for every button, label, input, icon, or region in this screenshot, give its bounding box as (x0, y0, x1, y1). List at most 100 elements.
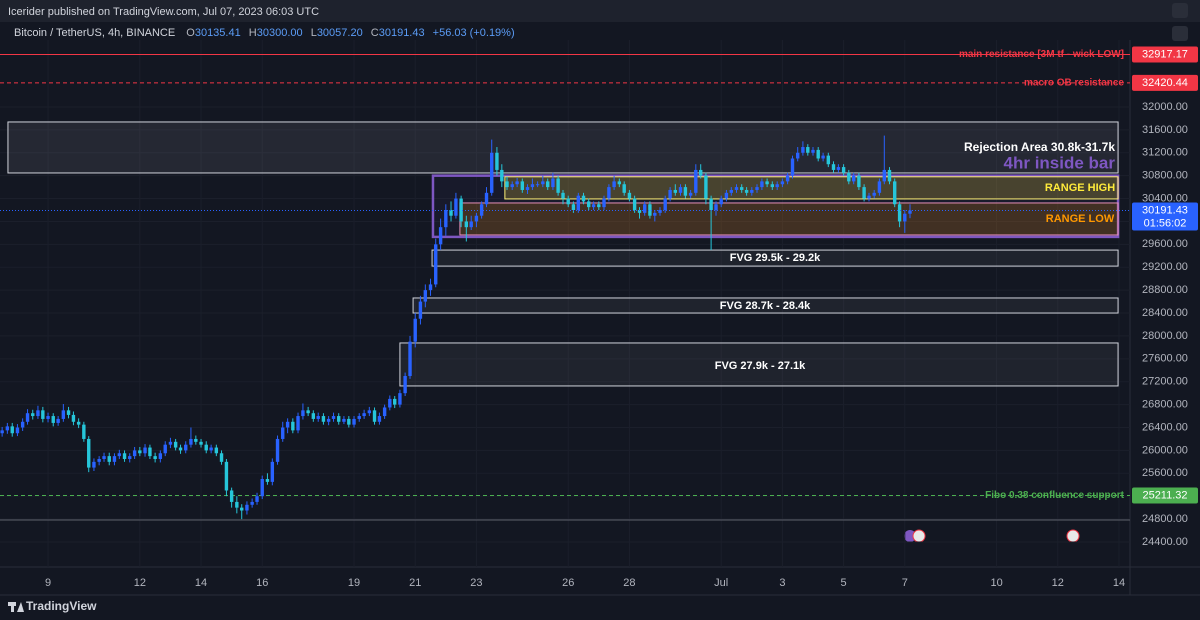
candle-body (357, 416, 361, 419)
candle-body (469, 221, 473, 228)
candle-body (658, 210, 662, 213)
candle-body (107, 456, 111, 462)
candle-body (668, 189, 672, 199)
candle-body (816, 149, 820, 159)
candle-body (612, 181, 616, 188)
candle-body (704, 175, 708, 199)
y-tick-label: 24400.00 (1142, 536, 1188, 548)
zone-label: RANGE HIGH (1045, 182, 1115, 194)
zone-label: FVG 29.5k - 29.2k (730, 252, 821, 264)
candle-body (760, 181, 764, 188)
candle-body (607, 187, 611, 199)
candle-body (444, 210, 448, 228)
candle-body (734, 187, 739, 190)
candle-body (199, 441, 203, 445)
candle-body (535, 184, 540, 186)
candle-body (423, 290, 428, 302)
candle-body (393, 398, 397, 405)
zone (459, 202, 1119, 236)
candle-body (204, 444, 208, 451)
candle-body (587, 201, 591, 208)
candle-body (36, 410, 40, 417)
y-tick-label: 29200.00 (1142, 261, 1188, 273)
candle-body (15, 427, 20, 434)
y-tick-label: 25600.00 (1142, 467, 1188, 479)
ohlc-key: L (311, 27, 317, 39)
y-tick-label: 27600.00 (1142, 353, 1188, 365)
candle-body (0, 430, 4, 434)
candle-body (41, 410, 45, 419)
candle-body (377, 416, 382, 422)
candle-body (372, 410, 377, 422)
candle-body (25, 413, 30, 422)
x-tick-label: 9 (45, 577, 51, 589)
candle-body (796, 152, 800, 159)
candle-body (632, 198, 637, 210)
candle-body (66, 410, 71, 415)
candle-body (138, 450, 142, 454)
level-label: Fibo 0.38 confluence support (985, 490, 1125, 501)
ohlc-key: H (249, 27, 257, 39)
candle-body (46, 416, 50, 419)
candle-body (765, 181, 769, 185)
fullscreen-button[interactable] (1172, 26, 1188, 41)
y-tick-label: 24800.00 (1142, 513, 1188, 525)
level-price-box (1132, 74, 1198, 91)
candle-body (331, 416, 336, 419)
candle-body (484, 192, 489, 205)
candle-body (194, 438, 198, 442)
candle-body (597, 204, 601, 208)
candle-body (510, 184, 514, 188)
zone-label: 4hr inside bar (1004, 153, 1116, 172)
candle-body (851, 175, 856, 182)
event-icon[interactable] (912, 529, 926, 543)
zone (504, 176, 1119, 200)
candle-body (627, 192, 632, 199)
candle-body (265, 479, 270, 482)
candle-body (653, 212, 657, 216)
logo-mark (11, 602, 14, 612)
candle-body (189, 438, 193, 445)
candle-body (56, 418, 60, 423)
candle-body (250, 501, 254, 505)
x-tick-label: 12 (134, 577, 146, 589)
candle-body (51, 416, 55, 423)
zone-label: FVG 27.9k - 27.1k (715, 360, 806, 372)
level-price: 25211.32 (1142, 489, 1187, 501)
candle-body (31, 413, 35, 417)
candle-body (602, 198, 606, 208)
event-icon[interactable] (1066, 529, 1080, 543)
candle-body (877, 181, 882, 193)
candle-body (418, 301, 423, 319)
event-icon[interactable] (904, 530, 916, 542)
candle-body (235, 501, 239, 508)
y-tick-label: 28800.00 (1142, 284, 1188, 296)
candle-body (5, 426, 10, 431)
candle-body (836, 167, 841, 170)
share-button[interactable] (1172, 3, 1188, 18)
candle-body (184, 444, 188, 451)
y-tick-label: 30800.00 (1142, 170, 1188, 182)
x-tick-label: 23 (470, 577, 482, 589)
candle-body (841, 167, 846, 173)
candle-body (281, 427, 285, 439)
candle-body (566, 198, 570, 205)
symbol-line: Bitcoin / TetherUS, 4h, BINANCE O30135.4… (14, 27, 515, 39)
candle-body (821, 155, 825, 159)
candle-body (245, 504, 249, 511)
candle-body (275, 438, 280, 462)
candle-body (117, 453, 122, 457)
candle-body (362, 413, 366, 417)
candle-body (826, 155, 830, 165)
candle-body (591, 204, 596, 208)
y-tick-label: 26800.00 (1142, 399, 1188, 411)
candle-body (648, 204, 652, 216)
candle-body (132, 450, 137, 457)
candle-body (163, 444, 167, 454)
x-tick-label: 28 (623, 577, 635, 589)
candle-body (61, 410, 66, 419)
plot (0, 40, 1130, 567)
ohlc-value: 30300.00 (257, 27, 303, 39)
candle-body (214, 447, 219, 454)
